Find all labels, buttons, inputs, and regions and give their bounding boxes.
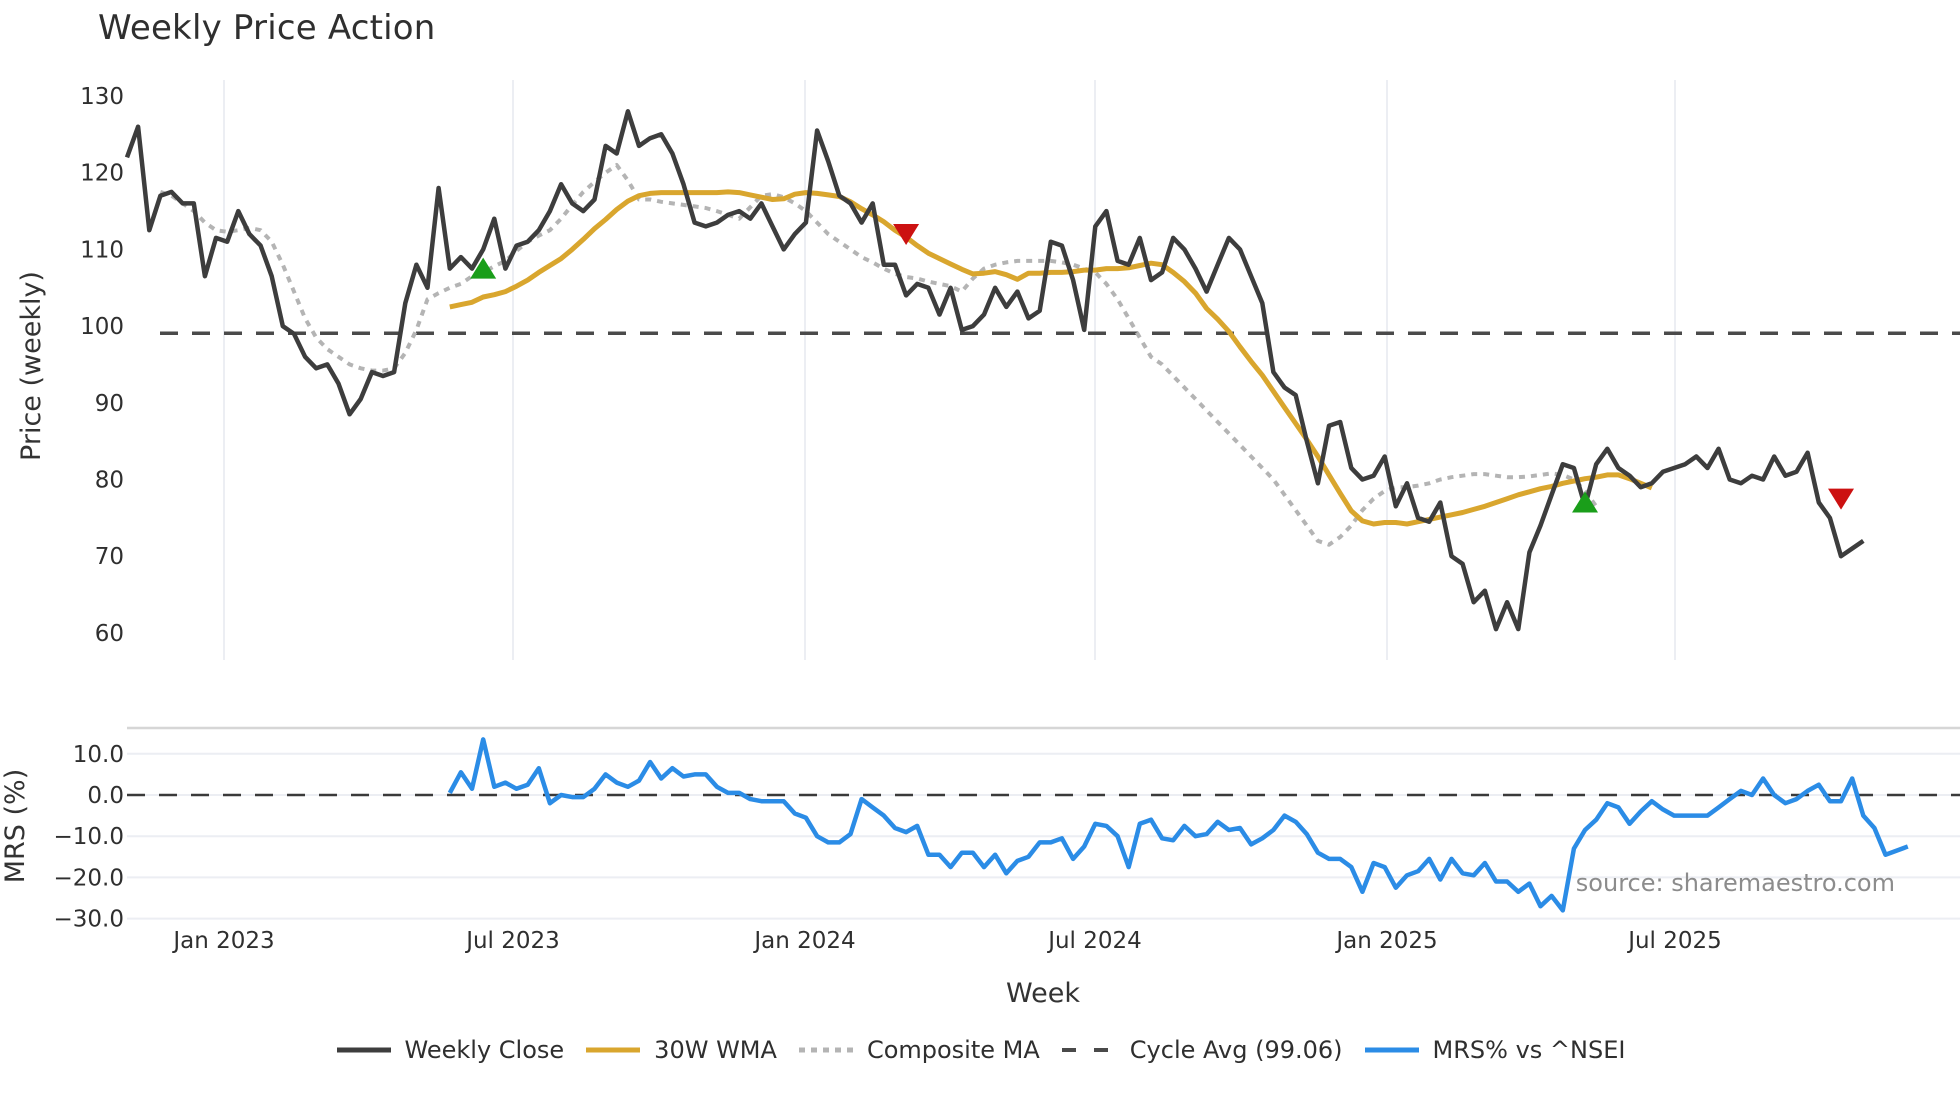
price-y-tick-label: 70: [95, 544, 124, 570]
x-tick-label: Jan 2024: [752, 928, 855, 954]
x-tick-label: Jan 2025: [1334, 928, 1437, 954]
mrs-y-tick-label: −30.0: [54, 907, 124, 933]
legend-item-mrs[interactable]: MRS% vs ^NSEI: [1363, 1036, 1626, 1064]
x-tick-labels: Jan 2023 Jul 2023 Jan 2024 Jul 2024 Jan 2025…: [171, 928, 1721, 954]
price-y-tick-label: 100: [80, 314, 124, 340]
legend-item-close[interactable]: Weekly Close: [335, 1036, 565, 1064]
legend-swatch-icon: [797, 1041, 855, 1059]
price-vertical-gridlines: [223, 80, 1676, 660]
legend-label: MRS% vs ^NSEI: [1432, 1036, 1626, 1064]
price-panel: 130 120 110 100 90 80 70 60 Price (weekly): [16, 80, 1960, 660]
mrs-y-tick-label: −10.0: [54, 824, 124, 850]
x-tick-label: Jul 2024: [1046, 928, 1142, 954]
legend-item-wma[interactable]: 30W WMA: [584, 1036, 777, 1064]
legend-swatch-icon: [335, 1041, 393, 1059]
weekly-close-line: [124, 109, 1865, 632]
x-tick-label: Jul 2025: [1626, 928, 1722, 954]
legend-label: Weekly Close: [404, 1036, 565, 1064]
legend-label: Cycle Avg (99.06): [1129, 1036, 1343, 1064]
mrs-y-axis-label: MRS (%): [0, 769, 31, 884]
x-tick-label: Jul 2023: [464, 928, 560, 954]
source-note: source: sharemaestro.com: [1576, 869, 1895, 897]
mrs-line: [447, 737, 1909, 913]
chart-area: 130 120 110 100 90 80 70 60 Price (weekly) 10.0…: [0, 80, 1960, 1009]
x-tick-label: Jan 2023: [171, 928, 274, 954]
signal-markers: [470, 224, 1855, 513]
mrs-panel: 10.0 0.0 −10.0 −20.0 −30.0 MRS (%) source: s…: [0, 737, 1960, 933]
legend-item-composite[interactable]: Composite MA: [797, 1036, 1040, 1064]
price-y-axis-label: Price (weekly): [16, 271, 47, 461]
price-y-tick-label: 120: [80, 161, 124, 187]
price-y-tick-label: 110: [80, 237, 124, 263]
legend-swatch-icon: [584, 1041, 642, 1059]
sell-signal-marker: [1828, 488, 1855, 510]
legend-item-cycle[interactable]: Cycle Avg (99.06): [1060, 1036, 1343, 1064]
mrs-horizontal-gridlines: [127, 752, 1960, 920]
buy-signal-marker: [470, 257, 497, 279]
x-axis-label: Week: [1006, 978, 1080, 1009]
price-y-tick-label: 60: [95, 621, 124, 647]
legend-label: 30W WMA: [654, 1036, 777, 1064]
price-y-tick-label: 80: [95, 468, 124, 494]
buy-signal-marker: [1572, 491, 1599, 513]
price-y-tick-label: 130: [80, 84, 124, 110]
mrs-y-tick-label: 10.0: [73, 742, 124, 768]
legend: Weekly Close 30W WMA Composite MA Cycle Avg…: [0, 1036, 1960, 1064]
mrs-y-tick-labels: 10.0 0.0 −10.0 −20.0 −30.0: [54, 742, 124, 933]
wma-30w-line: [449, 189, 1653, 527]
price-y-tick-labels: 130 120 110 100 90 80 70 60: [80, 84, 124, 647]
sell-signal-marker: [893, 224, 920, 246]
mrs-y-tick-label: −20.0: [54, 865, 124, 891]
chart-title: Weekly Price Action: [98, 8, 436, 48]
price-y-tick-label: 90: [95, 391, 124, 417]
mrs-y-tick-label: 0.0: [87, 783, 124, 809]
legend-swatch-icon: [1060, 1041, 1118, 1059]
legend-swatch-icon: [1363, 1041, 1421, 1059]
legend-label: Composite MA: [866, 1036, 1040, 1064]
